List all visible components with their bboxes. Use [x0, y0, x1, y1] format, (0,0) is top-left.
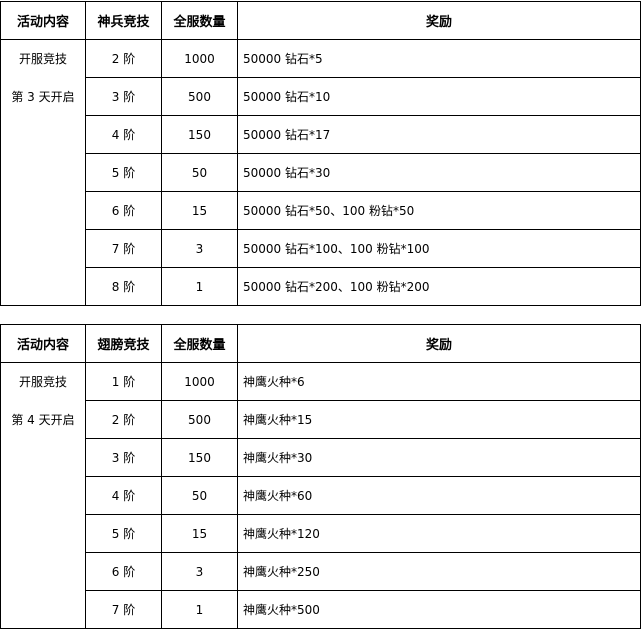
tier-cell: 7 阶 [85, 229, 162, 268]
tier-cell: 4 阶 [85, 476, 162, 515]
tier-cell: 5 阶 [85, 153, 162, 192]
count-cell: 150 [161, 115, 238, 154]
reward-cell: 50000 钻石*50、100 粉钻*50 [237, 191, 641, 230]
header-activity: 活动内容 [0, 1, 86, 40]
table-row: 开服竞技第 4 天开启 1 阶 1000 神鹰火种*6 [0, 362, 641, 629]
count-cell: 15 [161, 514, 238, 553]
table-row: 8 阶 1 50000 钻石*200、100 粉钻*200 [1, 267, 641, 306]
reward-cell: 神鹰火种*60 [237, 476, 641, 515]
table-row: 5 阶 50 50000 钻石*30 [1, 153, 641, 192]
table-row: 6 阶 3 神鹰火种*250 [1, 552, 641, 591]
reward-cell: 50000 钻石*17 [237, 115, 641, 154]
count-cell: 500 [161, 77, 238, 116]
table-row: 开服竞技第 3 天开启 2 阶 1000 50000 钻石*5 [0, 39, 641, 306]
reward-cell: 50000 钻石*5 [237, 39, 641, 78]
tier-cell: 3 阶 [85, 438, 162, 477]
table-row: 4 阶 150 50000 钻石*17 [1, 115, 641, 154]
wings-competition-table: 活动内容 翅膀竞技 全服数量 奖励 开服竞技第 4 天开启 1 阶 1000 神鹰火种… [0, 324, 641, 629]
table-row: 3 阶 500 50000 钻石*10 [1, 77, 641, 116]
header-row: 活动内容 翅膀竞技 全服数量 奖励 [0, 324, 641, 363]
count-cell: 15 [161, 191, 238, 230]
activity-cell: 开服竞技第 3 天开启 [0, 39, 86, 306]
reward-cell: 神鹰火种*120 [237, 514, 641, 553]
table-row: 2 阶 500 神鹰火种*15 [1, 400, 641, 439]
count-cell: 50 [161, 153, 238, 192]
header-count: 全服数量 [161, 324, 238, 363]
activity-text: 第 4 天开启 [11, 413, 75, 427]
reward-cell: 神鹰火种*15 [237, 400, 641, 439]
header-tier: 翅膀竞技 [85, 324, 162, 363]
reward-cell: 神鹰火种*500 [237, 590, 641, 629]
activity-cell: 开服竞技第 4 天开启 [0, 362, 86, 629]
count-cell: 3 [161, 229, 238, 268]
table-row: 5 阶 15 神鹰火种*120 [1, 514, 641, 553]
count-cell: 1 [161, 267, 238, 306]
reward-cell: 50000 钻石*30 [237, 153, 641, 192]
table-row: 4 阶 50 神鹰火种*60 [1, 476, 641, 515]
activity-text: 开服竞技 [18, 375, 67, 389]
tier-cell: 6 阶 [85, 552, 162, 591]
count-cell: 1000 [161, 362, 238, 401]
count-cell: 500 [161, 400, 238, 439]
reward-cell: 神鹰火种*30 [237, 438, 641, 477]
reward-cell: 50000 钻石*200、100 粉钻*200 [237, 267, 641, 306]
header-count: 全服数量 [161, 1, 238, 40]
tier-cell: 2 阶 [85, 400, 162, 439]
reward-cell: 50000 钻石*100、100 粉钻*100 [237, 229, 641, 268]
reward-cell: 神鹰火种*6 [237, 362, 641, 401]
activity-text: 第 3 天开启 [11, 90, 75, 104]
tier-cell: 1 阶 [85, 362, 162, 401]
weapon-competition-table: 活动内容 神兵竞技 全服数量 奖励 开服竞技第 3 天开启 2 阶 1000 5000… [0, 1, 641, 306]
header-reward: 奖励 [237, 324, 641, 363]
tier-cell: 2 阶 [85, 39, 162, 78]
table-row: 7 阶 3 50000 钻石*100、100 粉钻*100 [1, 229, 641, 268]
reward-cell: 神鹰火种*250 [237, 552, 641, 591]
table-row: 3 阶 150 神鹰火种*30 [1, 438, 641, 477]
table-row: 6 阶 15 50000 钻石*50、100 粉钻*50 [1, 191, 641, 230]
tier-cell: 5 阶 [85, 514, 162, 553]
header-activity: 活动内容 [0, 324, 86, 363]
header-row: 活动内容 神兵竞技 全服数量 奖励 [0, 1, 641, 40]
count-cell: 1 [161, 590, 238, 629]
tier-cell: 7 阶 [85, 590, 162, 629]
table-row: 7 阶 1 神鹰火种*500 [1, 590, 641, 629]
tier-cell: 6 阶 [85, 191, 162, 230]
reward-cell: 50000 钻石*10 [237, 77, 641, 116]
tier-cell: 3 阶 [85, 77, 162, 116]
activity-text: 开服竞技 [18, 52, 67, 66]
header-tier: 神兵竞技 [85, 1, 162, 40]
count-cell: 50 [161, 476, 238, 515]
header-reward: 奖励 [237, 1, 641, 40]
count-cell: 1000 [161, 39, 238, 78]
count-cell: 150 [161, 438, 238, 477]
count-cell: 3 [161, 552, 238, 591]
tier-cell: 8 阶 [85, 267, 162, 306]
tier-cell: 4 阶 [85, 115, 162, 154]
